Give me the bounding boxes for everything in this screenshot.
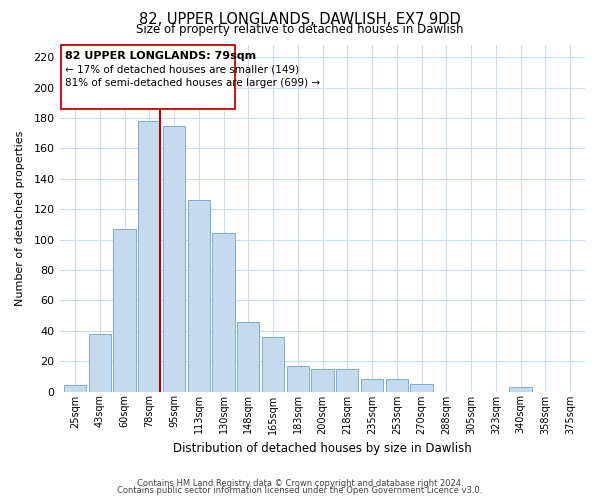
Bar [138, 121, 160, 392]
Bar [410, 384, 433, 392]
X-axis label: Distribution of detached houses by size in Dawlish: Distribution of detached houses by size … [173, 442, 472, 455]
Y-axis label: Number of detached properties: Number of detached properties [15, 130, 25, 306]
Bar [163, 126, 185, 392]
Text: Contains public sector information licensed under the Open Government Licence v3: Contains public sector information licen… [118, 486, 482, 495]
Bar [89, 334, 111, 392]
Text: Size of property relative to detached houses in Dawlish: Size of property relative to detached ho… [136, 22, 464, 36]
Bar [311, 368, 334, 392]
Text: 81% of semi-detached houses are larger (699) →: 81% of semi-detached houses are larger (… [65, 78, 320, 88]
Bar [509, 387, 532, 392]
Bar [237, 322, 259, 392]
Bar [287, 366, 309, 392]
Text: Contains HM Land Registry data © Crown copyright and database right 2024.: Contains HM Land Registry data © Crown c… [137, 478, 463, 488]
Bar [386, 380, 408, 392]
Text: 82, UPPER LONGLANDS, DAWLISH, EX7 9DD: 82, UPPER LONGLANDS, DAWLISH, EX7 9DD [139, 12, 461, 28]
FancyBboxPatch shape [61, 45, 235, 109]
Bar [361, 380, 383, 392]
Bar [64, 386, 86, 392]
Text: 82 UPPER LONGLANDS: 79sqm: 82 UPPER LONGLANDS: 79sqm [65, 51, 256, 61]
Bar [262, 337, 284, 392]
Bar [212, 234, 235, 392]
Text: ← 17% of detached houses are smaller (149): ← 17% of detached houses are smaller (14… [65, 65, 299, 75]
Bar [188, 200, 210, 392]
Bar [336, 368, 358, 392]
Bar [113, 229, 136, 392]
